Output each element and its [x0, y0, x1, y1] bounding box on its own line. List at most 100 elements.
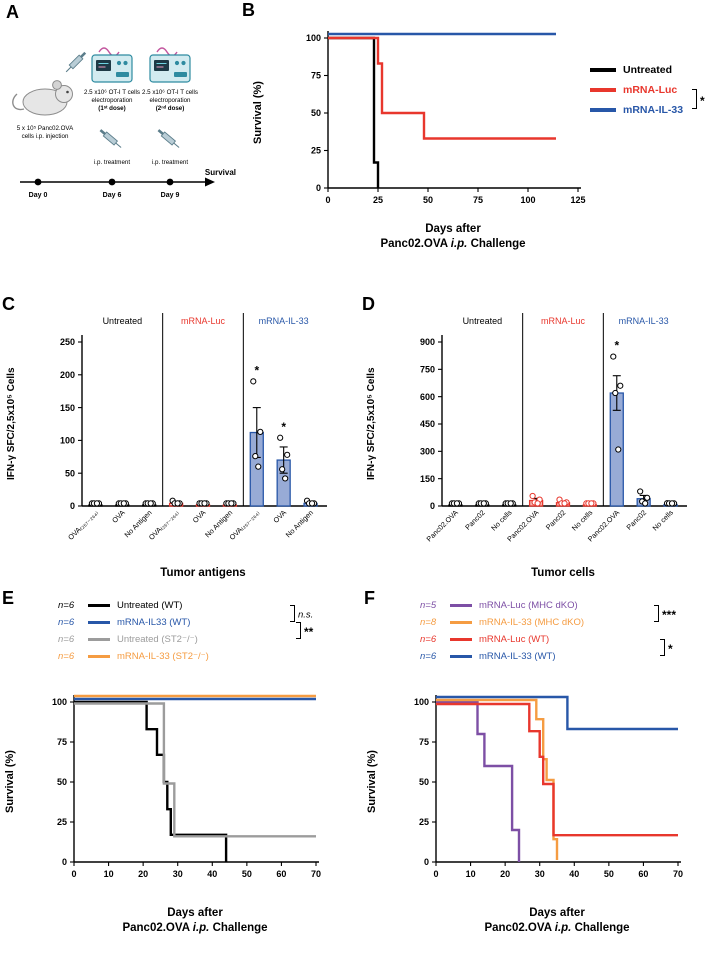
legend-label: Untreated (ST2⁻/⁻): [117, 634, 198, 645]
x-axis-title-c: Tumor antigens: [160, 567, 246, 579]
y-tick-label: 25: [57, 817, 67, 827]
group-header-Untreated: Untreated: [463, 316, 503, 326]
category-label: No cells: [489, 508, 514, 533]
legend-n-count: n=6: [58, 617, 75, 628]
y-tick-label: 750: [420, 365, 435, 375]
legend-color-line: [88, 603, 110, 608]
panel-label-e: E: [2, 588, 15, 608]
y-tick-label: 0: [316, 183, 321, 193]
category-label: OVA: [110, 508, 127, 525]
survival-chart-e: 0 25 50 75 100 0 10 20 30 40 50 60 70: [52, 694, 321, 879]
x-tick-label: 50: [242, 869, 252, 879]
legend-color-line: [450, 620, 472, 625]
legend-item: n=6 mRNA-Luc (WT): [420, 631, 712, 648]
x-tick-label: 20: [500, 869, 510, 879]
y-tick-label: 50: [65, 468, 75, 478]
x-axis-title-b-line1: Days after: [425, 223, 481, 235]
day9-label: Day 9: [161, 192, 180, 199]
y-axis-title-c: IFN-γ SFC/2,5x10⁵ Cells: [6, 367, 17, 481]
legend-color-line: [590, 68, 616, 72]
survival-curve-mRNA-IL-33 (MHC dKO): [436, 698, 559, 860]
category-label: Panc02: [463, 508, 487, 532]
treatment-label-1: i.p. treatment: [94, 159, 130, 166]
legend-color-line: [450, 603, 472, 608]
survival-curve-mRNA-Luc: [328, 36, 556, 140]
data-point: [588, 500, 595, 507]
data-point: [147, 500, 154, 507]
legend-color-line: [590, 88, 616, 92]
dose2-caption-line3: (2ⁿᵈ dose): [156, 105, 185, 112]
timeline: [20, 177, 215, 187]
significance-bracket: [660, 638, 665, 656]
legend-item: n=5 mRNA-Luc (MHC dKO): [420, 597, 712, 614]
data-point: [174, 500, 181, 507]
significance-bracket: [290, 604, 295, 622]
data-point: [284, 451, 291, 458]
x-tick-label: 30: [173, 869, 183, 879]
y-tick-label: 25: [419, 817, 429, 827]
y-tick-label: 150: [60, 403, 75, 413]
legend-label: mRNA-Luc (MHC dKO): [479, 600, 578, 611]
y-axis-title-d: IFN-γ SFC/2,5x10⁵ Cells: [366, 367, 377, 481]
category-label: Panc02.OVA: [424, 508, 460, 544]
injection-syringe-icon: [65, 51, 87, 73]
x-tick-label: 25: [373, 195, 383, 205]
group-header-mRNA-IL-33: mRNA-IL-33: [259, 316, 309, 326]
y-tick-label: 150: [420, 474, 435, 484]
legend-item: n=6 Untreated (ST2⁻/⁻): [58, 631, 338, 648]
y-tick-label: 0: [424, 857, 429, 867]
category-label: No cells: [651, 508, 676, 533]
significance-label: ***: [662, 608, 677, 622]
y-axis-title-f: Survival (%): [366, 750, 378, 814]
group-header-mRNA-Luc: mRNA-Luc: [541, 316, 586, 326]
legend-label: mRNA-IL-33 (WT): [479, 651, 556, 662]
significance-label: *: [668, 642, 673, 656]
treatment-syringe-1-icon: [99, 129, 122, 148]
data-point: [453, 500, 461, 507]
legend-label: mRNA-IL-33 (MHC dKO): [479, 617, 585, 628]
group-header-Untreated: Untreated: [103, 316, 143, 326]
x-axis-title-f-line2: Panc02.OVA i.p. Challenge: [484, 922, 630, 934]
category-label: Panc02: [624, 508, 648, 532]
y-tick-label: 900: [420, 337, 435, 347]
data-point: [252, 453, 259, 460]
significance-bracket: [296, 621, 301, 639]
x-tick-label: 70: [673, 869, 683, 879]
x-axis-title-e-line2: Panc02.OVA i.p. Challenge: [122, 922, 268, 934]
category-label: No cells: [570, 508, 595, 533]
y-tick-label: 100: [60, 436, 75, 446]
dose2-caption-line1: 2.5 x10⁶ OT-I T cells: [142, 89, 198, 96]
significance-bracket: [654, 604, 659, 622]
data-point: [561, 500, 568, 507]
y-axis-title-b: Survival (%): [252, 81, 264, 145]
legend-label: mRNA-IL-33 (ST2⁻/⁻): [117, 651, 209, 662]
data-point: [201, 500, 208, 507]
significance-label: n.s.: [298, 609, 314, 621]
y-tick-label: 600: [420, 392, 435, 402]
data-point: [282, 475, 289, 482]
legend-item: n=6 Untreated (WT): [58, 597, 338, 614]
legend-b: Untreated mRNA-Luc mRNA-IL-33 *: [590, 60, 712, 120]
data-point: [642, 500, 649, 507]
x-tick-label: 0: [433, 869, 438, 879]
data-point: [480, 500, 487, 507]
y-tick-label: 100: [52, 697, 67, 707]
data-point: [668, 500, 676, 507]
survival-endpoint-label: Survival: [205, 168, 236, 177]
y-tick-label: 0: [62, 857, 67, 867]
significance-label: **: [304, 625, 314, 639]
y-tick-label: 0: [430, 501, 435, 511]
injection-caption-line2: cells i.p. injection: [22, 133, 69, 140]
x-axis-title-e: Days after Panc02.OVA i.p. Challenge: [70, 906, 320, 936]
electroporator-2-icon: [149, 47, 191, 83]
data-point: [507, 500, 514, 507]
data-point: [255, 463, 262, 470]
panel-label-c: C: [2, 294, 15, 314]
x-tick-label: 0: [325, 195, 330, 205]
x-tick-label: 40: [207, 869, 217, 879]
x-tick-label: 75: [473, 195, 483, 205]
dose1-caption-line2: electroporation: [92, 97, 133, 104]
y-tick-label: 200: [60, 370, 75, 380]
